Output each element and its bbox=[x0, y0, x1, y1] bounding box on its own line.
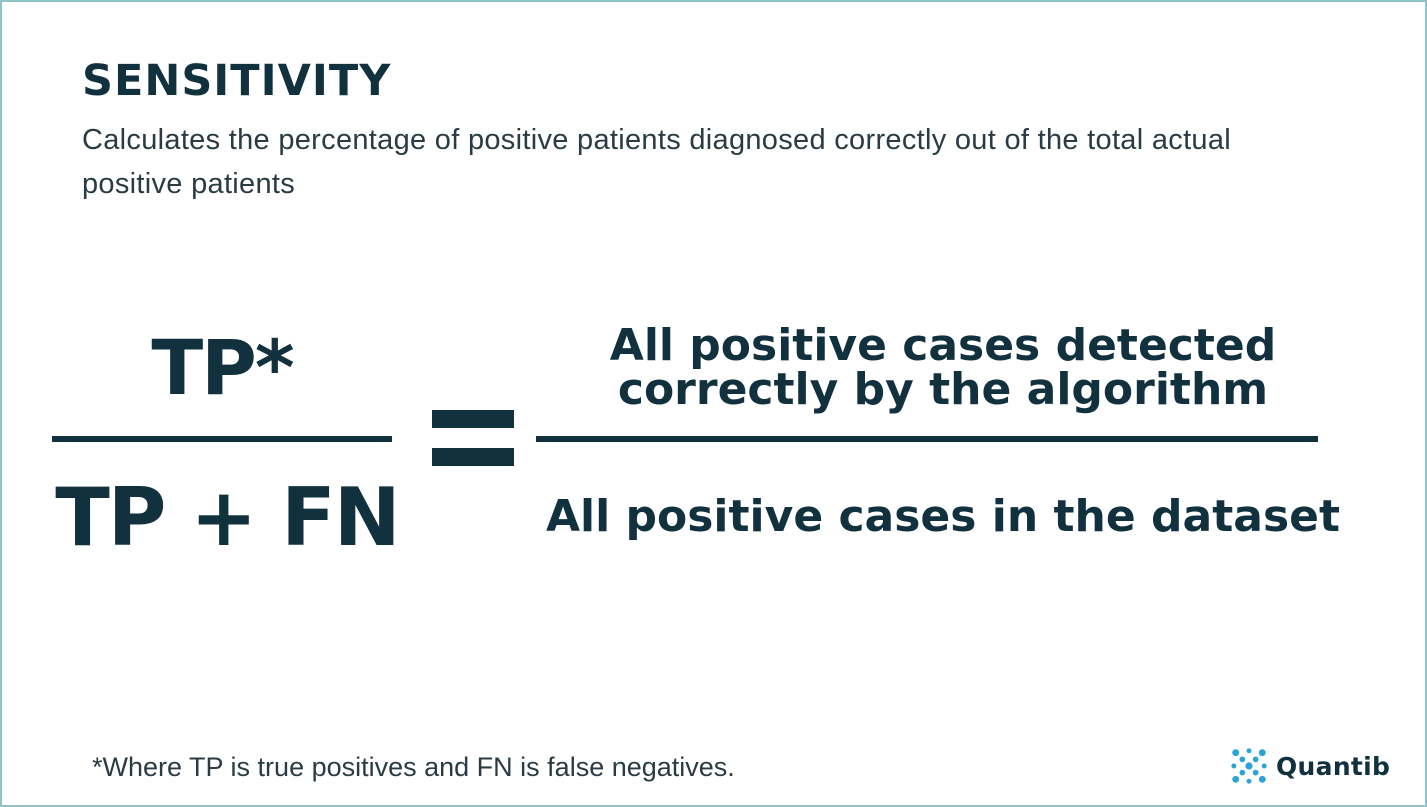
slide-title: SENSITIVITY bbox=[82, 56, 392, 106]
equals-sign-top-bar bbox=[432, 410, 514, 428]
equals-sign bbox=[432, 410, 514, 466]
quantib-dots-logo-icon bbox=[1231, 748, 1267, 784]
formula-left-fraction-bar bbox=[52, 436, 392, 442]
formula-right-denominator: All positive cases in the dataset bbox=[545, 491, 1341, 542]
logo-dots bbox=[1231, 748, 1267, 784]
footnote: *Where TP is true positives and FN is fa… bbox=[92, 752, 735, 782]
equals-sign-bottom-bar bbox=[432, 448, 514, 466]
formula-left-denominator: TP + FN bbox=[55, 471, 401, 564]
formula-left-numerator: TP* bbox=[151, 323, 294, 412]
slide-subtitle: Calculates the percentage of positive pa… bbox=[82, 124, 1232, 200]
formula-right-fraction-bar bbox=[536, 436, 1318, 442]
formula-right-numerator: All positive cases detected correctly by… bbox=[609, 320, 1277, 415]
brand-name: Quantib bbox=[1276, 751, 1391, 781]
brand: Quantib bbox=[1230, 747, 1390, 785]
